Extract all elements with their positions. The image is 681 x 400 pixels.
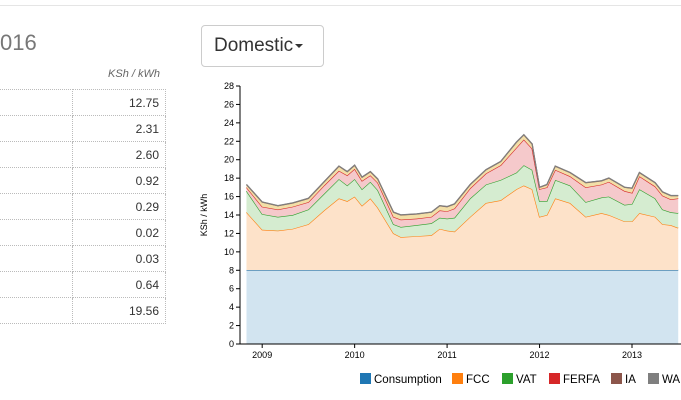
legend-label: WA [662, 374, 680, 386]
legend-label: IA [625, 374, 636, 386]
table-row: 2.60 [0, 141, 166, 168]
legend-item: WA [648, 373, 680, 386]
y-tick-label: 20 [224, 155, 234, 165]
label-cell [0, 89, 73, 116]
x-tick-label: 2011 [437, 350, 456, 360]
area [246, 139, 679, 227]
label-cell [0, 271, 73, 298]
y-tick-label: 2 [229, 321, 234, 331]
y-tick-label: 18 [224, 173, 234, 183]
legend-swatch [549, 373, 560, 384]
area-line [246, 184, 679, 238]
page-title: 016 [0, 30, 37, 55]
area [246, 270, 679, 344]
table-row: 12.75 [0, 89, 166, 116]
legend-swatch [648, 373, 659, 384]
y-axis-label: KSh / kWh [199, 194, 209, 237]
label-cell [0, 245, 73, 272]
x-tick-label: 2013 [622, 350, 642, 360]
value-cell: 12.75 [72, 89, 166, 116]
area-line [246, 133, 679, 216]
y-tick-label: 14 [224, 210, 234, 220]
legend-swatch [611, 373, 622, 384]
label-cell [0, 219, 73, 246]
table-row: 0.64 [0, 271, 166, 298]
table-row: 0.92 [0, 167, 166, 194]
area [246, 134, 679, 215]
legend-label: Consumption [374, 374, 442, 386]
area-line [245, 164, 679, 228]
label-cell [0, 193, 73, 220]
value-cell: 0.03 [72, 245, 166, 272]
x-tick-label: 2012 [530, 350, 550, 360]
y-tick-label: 10 [224, 247, 234, 257]
area-line [246, 138, 679, 221]
y-tick-label: 22 [224, 136, 234, 146]
value-cell: 0.29 [72, 193, 166, 220]
y-tick-label: 24 [224, 118, 234, 128]
legend-swatch [502, 373, 513, 384]
caret [295, 43, 304, 48]
y-tick-label: 6 [229, 284, 234, 294]
value-cell: 0.92 [72, 167, 166, 194]
table-row: 0.29 [0, 193, 166, 220]
legend-label: VAT [516, 374, 537, 386]
area [246, 134, 679, 220]
table-row: 0.02 [0, 219, 166, 246]
tariff-table: 12.75 2.31 2.60 0.92 0.29 0.02 0.03 0.64 19.56 [0, 89, 166, 324]
label-cell [0, 141, 73, 168]
y-tick-label: 4 [229, 302, 234, 312]
area [246, 165, 679, 238]
x-tick-label: 2010 [345, 350, 365, 360]
y-tick-label: 26 [224, 99, 234, 109]
unit-header: KSh / kWh [108, 68, 160, 80]
legend-item: FERFA [549, 373, 600, 386]
table-row: 0.03 [0, 245, 166, 272]
legend-swatch [360, 373, 371, 384]
legend-swatch [452, 373, 463, 384]
value-cell: 2.60 [72, 141, 166, 168]
value-cell: 2.31 [72, 115, 166, 142]
legend-item: VAT [502, 373, 537, 386]
label-cell [0, 297, 73, 324]
legend-label: FCC [466, 374, 490, 386]
legend-item: FCC [452, 373, 490, 386]
value-cell: 0.64 [72, 271, 166, 298]
divider [0, 5, 681, 6]
legend-item: Consumption [360, 373, 442, 386]
y-tick-label: 8 [229, 265, 234, 275]
label-cell [0, 167, 73, 194]
y-tick-label: 16 [224, 192, 234, 202]
y-tick-label: 12 [224, 228, 234, 238]
y-tick-label: 0 [229, 339, 234, 349]
legend-item: IA [611, 373, 636, 386]
dropdown-label: Domestic [214, 35, 294, 56]
table-row: 2.31 [0, 115, 166, 142]
value-cell: 19.56 [72, 297, 166, 324]
label-cell [0, 115, 73, 142]
value-cell: 0.02 [72, 219, 166, 246]
area [246, 185, 679, 271]
y-tick-label: 28 [224, 81, 234, 91]
category-dropdown[interactable]: Domestic [201, 25, 324, 67]
legend-label: FERFA [563, 374, 600, 386]
area-line [246, 133, 679, 216]
x-tick-label: 2009 [252, 350, 272, 360]
table-row: 19.56 [0, 297, 166, 324]
